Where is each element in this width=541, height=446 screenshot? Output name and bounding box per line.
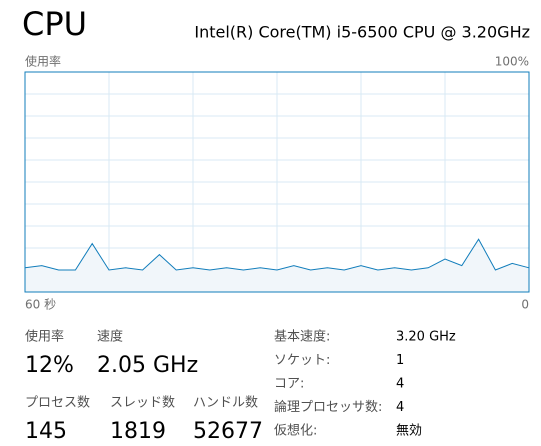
processor-name: Intel(R) Core(TM) i5-6500 CPU @ 3.20GHz	[194, 23, 530, 42]
stat-label: 使用率	[25, 329, 64, 345]
x-tick-label: 60 秒	[25, 298, 56, 312]
title: CPU	[22, 5, 87, 43]
stat-value: 12%	[25, 353, 74, 378]
stat-value: 145	[25, 419, 67, 444]
y-tick-label: 100%	[495, 55, 529, 69]
stat-value: 1819	[110, 419, 166, 444]
y-label: 使用率	[25, 54, 61, 69]
x-tick-label: 0	[521, 298, 529, 312]
stat-label: プロセス数	[25, 396, 90, 411]
detail-label: ソケット:	[274, 353, 330, 368]
detail-value: 無効	[396, 424, 422, 439]
detail-label: 仮想化:	[274, 423, 317, 439]
detail-value: 4	[396, 400, 404, 415]
stat-label: スレッド数	[110, 396, 175, 411]
detail-value: 4	[396, 377, 404, 392]
stat-label: 速度	[97, 329, 123, 345]
detail-label: 基本速度:	[274, 329, 330, 345]
stat-value: 52677	[193, 419, 263, 444]
stat-label: ハンドル数	[193, 396, 258, 411]
detail-value: 3.20 GHz	[396, 330, 456, 345]
detail-label: コア:	[274, 377, 304, 392]
detail-label: 論理プロセッサ数:	[274, 399, 382, 415]
stat-value: 2.05 GHz	[97, 353, 198, 378]
line	[24, 238, 530, 271]
chart-frame	[24, 71, 530, 293]
line-area	[25, 239, 529, 292]
detail-value: 1	[396, 353, 404, 368]
